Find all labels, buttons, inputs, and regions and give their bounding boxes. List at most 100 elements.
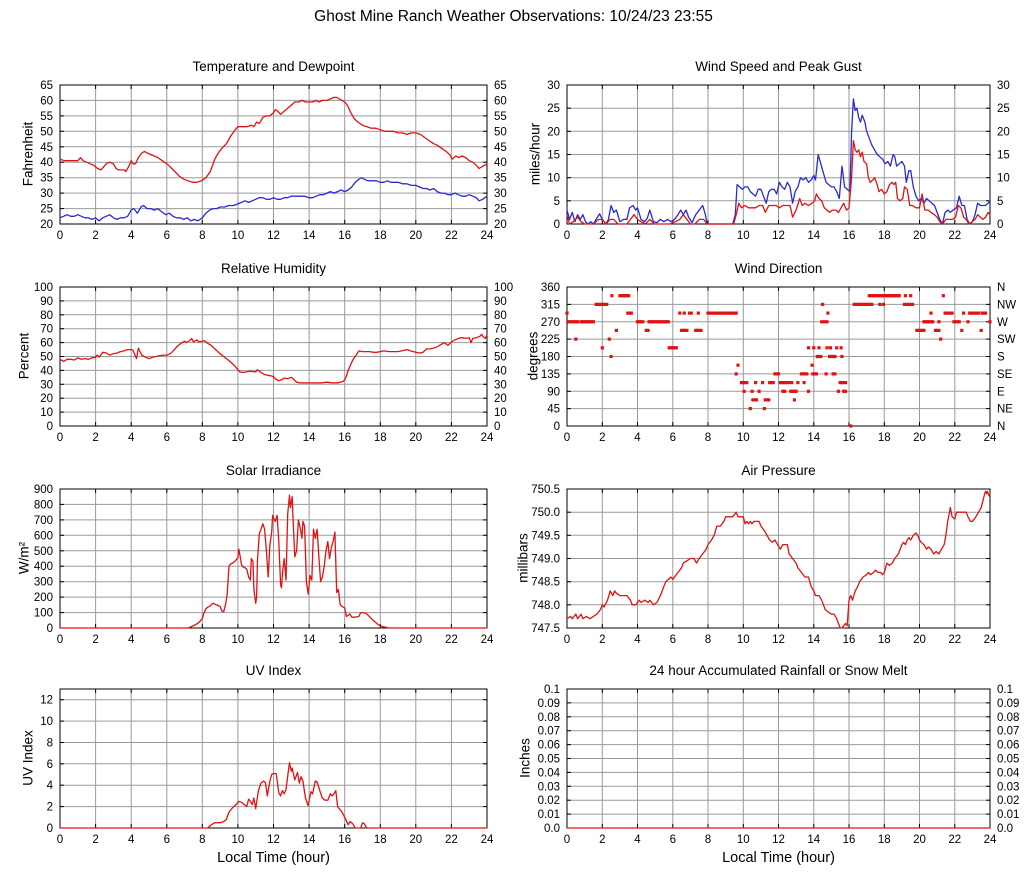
svg-text:2: 2 xyxy=(92,432,98,444)
svg-text:18: 18 xyxy=(374,834,387,846)
svg-text:6: 6 xyxy=(670,634,676,646)
svg-text:12: 12 xyxy=(267,834,280,846)
chart-rainfall: 0 2 4 6 8 10 12 14 16 18 20 22 24 0.0 0.0 0.01 0.01 0.02 0… xyxy=(513,652,1027,878)
svg-text:22: 22 xyxy=(445,230,458,242)
svg-text:2: 2 xyxy=(92,834,98,846)
svg-text:14: 14 xyxy=(303,834,316,846)
svg-text:60: 60 xyxy=(40,95,53,107)
svg-text:0.07: 0.07 xyxy=(997,726,1019,738)
svg-text:30: 30 xyxy=(40,379,53,391)
chart-wind-direction: 0 2 4 6 8 10 12 14 16 18 20 22 24 0 N 45 NE 90 E 135 SE 180 S 2… xyxy=(513,250,1027,452)
svg-text:SE: SE xyxy=(997,369,1013,381)
chart-temperature-dewpoint: 0 2 4 6 8 10 12 14 16 18 20 22 24 20 20 25 25 30 30 35 35 40 4… xyxy=(0,48,514,250)
svg-text:2: 2 xyxy=(92,634,98,646)
svg-text:20: 20 xyxy=(913,432,926,444)
svg-text:40: 40 xyxy=(40,365,53,377)
svg-text:12: 12 xyxy=(267,432,280,444)
svg-text:55: 55 xyxy=(40,111,53,123)
chart-title: Air Pressure xyxy=(741,463,816,478)
svg-text:12: 12 xyxy=(772,634,785,646)
svg-text:14: 14 xyxy=(303,634,316,646)
chart-title: Relative Humidity xyxy=(220,261,327,276)
svg-text:0: 0 xyxy=(57,834,63,846)
svg-text:2: 2 xyxy=(599,230,605,242)
svg-text:30: 30 xyxy=(494,379,507,391)
svg-text:22: 22 xyxy=(445,634,458,646)
svg-text:0.05: 0.05 xyxy=(538,754,560,766)
svg-text:100: 100 xyxy=(494,282,513,294)
svg-text:70: 70 xyxy=(40,324,53,336)
svg-text:0.09: 0.09 xyxy=(997,698,1019,710)
svg-text:30: 30 xyxy=(997,80,1010,92)
svg-text:12: 12 xyxy=(40,695,53,707)
svg-text:16: 16 xyxy=(843,432,856,444)
svg-text:8: 8 xyxy=(199,432,205,444)
svg-text:10: 10 xyxy=(737,230,750,242)
svg-text:60: 60 xyxy=(494,95,507,107)
y-axis-label: millibars xyxy=(515,533,531,583)
svg-text:NW: NW xyxy=(997,299,1016,311)
svg-text:16: 16 xyxy=(338,834,351,846)
svg-text:0: 0 xyxy=(494,421,500,433)
svg-text:35: 35 xyxy=(494,173,507,185)
svg-text:30: 30 xyxy=(494,188,507,200)
svg-text:4: 4 xyxy=(634,432,641,444)
chart-title: Wind Direction xyxy=(734,261,823,276)
svg-text:18: 18 xyxy=(878,634,891,646)
svg-text:0: 0 xyxy=(47,623,53,635)
x-axis-label: Local Time (hour) xyxy=(722,850,835,866)
air-pressure-plot-area: 0 2 4 6 8 10 12 14 16 18 20 22 24747.5748.0748.5749.… xyxy=(531,484,997,646)
svg-text:8: 8 xyxy=(199,834,205,846)
svg-text:22: 22 xyxy=(948,834,961,846)
svg-text:800: 800 xyxy=(34,499,53,511)
svg-text:20: 20 xyxy=(913,834,926,846)
svg-text:SW: SW xyxy=(997,334,1016,346)
svg-text:6: 6 xyxy=(164,834,170,846)
svg-text:400: 400 xyxy=(34,561,53,573)
svg-text:10: 10 xyxy=(232,834,245,846)
svg-text:20: 20 xyxy=(409,834,422,846)
svg-text:10: 10 xyxy=(737,634,750,646)
svg-text:4: 4 xyxy=(128,230,135,242)
svg-text:14: 14 xyxy=(807,432,820,444)
svg-text:0: 0 xyxy=(57,432,63,444)
svg-text:0: 0 xyxy=(564,834,570,846)
svg-text:24: 24 xyxy=(984,834,997,846)
svg-text:25: 25 xyxy=(997,103,1010,115)
svg-text:0.06: 0.06 xyxy=(538,740,560,752)
svg-text:0.06: 0.06 xyxy=(997,740,1019,752)
svg-text:8: 8 xyxy=(199,230,205,242)
svg-text:10: 10 xyxy=(40,716,53,728)
svg-text:14: 14 xyxy=(807,834,820,846)
svg-text:20: 20 xyxy=(913,230,926,242)
page-title: Ghost Mine Ranch Weather Observations: 1… xyxy=(314,8,713,25)
svg-text:2: 2 xyxy=(599,432,605,444)
svg-text:40: 40 xyxy=(40,157,53,169)
svg-text:18: 18 xyxy=(374,230,387,242)
svg-text:4: 4 xyxy=(634,834,641,846)
svg-text:600: 600 xyxy=(34,530,53,542)
svg-text:90: 90 xyxy=(40,296,53,308)
svg-text:0.08: 0.08 xyxy=(538,712,560,724)
svg-text:700: 700 xyxy=(34,515,53,527)
svg-text:10: 10 xyxy=(737,432,750,444)
svg-text:0.0: 0.0 xyxy=(544,823,560,835)
svg-text:10: 10 xyxy=(232,634,245,646)
svg-text:0.1: 0.1 xyxy=(544,684,560,696)
svg-text:10: 10 xyxy=(232,432,245,444)
svg-text:0.02: 0.02 xyxy=(997,795,1019,807)
svg-text:6: 6 xyxy=(670,834,676,846)
svg-text:12: 12 xyxy=(772,432,785,444)
svg-text:24: 24 xyxy=(481,834,494,846)
svg-text:100: 100 xyxy=(34,282,53,294)
svg-text:22: 22 xyxy=(948,432,961,444)
svg-text:60: 60 xyxy=(494,338,507,350)
svg-text:50: 50 xyxy=(494,126,507,138)
svg-text:4: 4 xyxy=(128,432,135,444)
svg-text:8: 8 xyxy=(705,432,711,444)
svg-text:200: 200 xyxy=(34,592,53,604)
svg-text:0: 0 xyxy=(47,823,53,835)
svg-text:16: 16 xyxy=(338,432,351,444)
